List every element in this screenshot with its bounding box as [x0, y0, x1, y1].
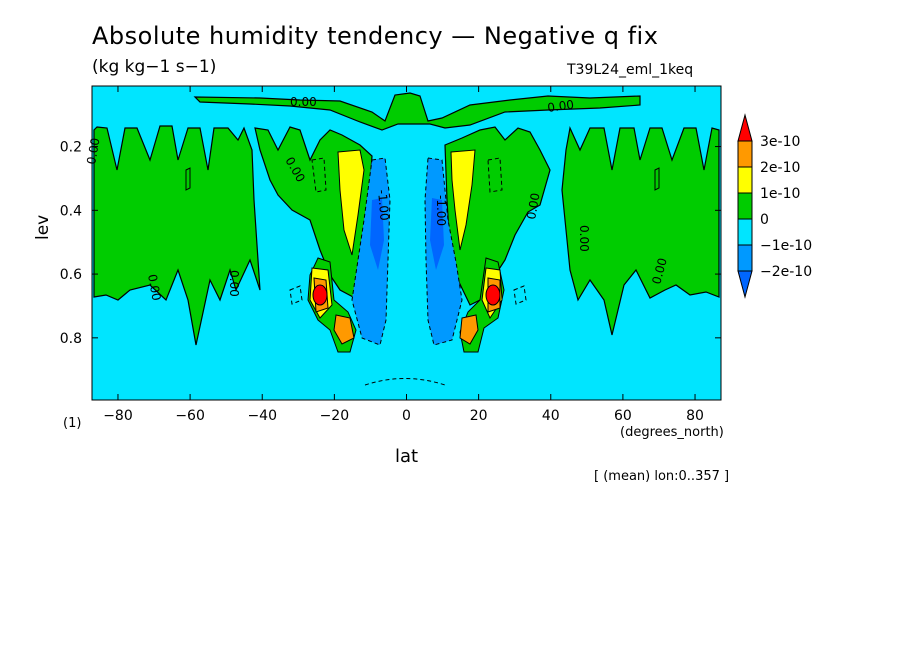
blue-core-left	[370, 198, 384, 270]
y-tick-label: 0.4	[60, 203, 82, 219]
contour-label: -1.00	[434, 195, 448, 226]
colorbar-label: 1e-10	[760, 186, 800, 202]
orange-low-left	[333, 314, 355, 345]
yellow-region-right	[450, 149, 476, 251]
chart-units: (kg kg−1 s−1)	[92, 57, 217, 77]
colorbar-swatch	[737, 218, 753, 246]
solid-contour	[185, 167, 191, 191]
colorbar-label: 2e-10	[760, 160, 800, 176]
contour-label: 0.00	[546, 97, 574, 115]
dashed-contour	[289, 285, 303, 305]
experiment-name: T39L24_eml_1keq	[567, 62, 694, 78]
colorbar-label: −2e-10	[760, 264, 812, 280]
x-tick-label: −20	[320, 408, 350, 424]
x-tick-label: −40	[247, 408, 277, 424]
dashed-contour	[364, 378, 446, 386]
contour-label: 0.00	[577, 225, 591, 252]
x-tick-label: −60	[175, 408, 205, 424]
x-tick-label: 80	[686, 408, 704, 424]
red-max-left	[312, 284, 328, 306]
green-region-left	[93, 125, 261, 346]
colorbar-swatch	[737, 192, 753, 220]
averaging-note: [ (mean) lon:0..357 ]	[594, 469, 730, 484]
x-tick-label: 20	[470, 408, 488, 424]
dashed-contour	[513, 285, 527, 305]
y-axis-ticks: 0.2 0.4 0.6 0.8	[60, 140, 721, 347]
orange-low-right	[459, 314, 479, 345]
contour-label: 0.00	[524, 192, 542, 221]
blue-core-right	[430, 198, 444, 270]
colorbar-swatch	[737, 113, 753, 142]
x-axis-units: (degrees_north)	[620, 425, 724, 440]
colorbar: 3e-10 2e-10 1e-10 0 −1e-10 −2e-10	[737, 113, 812, 299]
y-tick-label: 0.8	[60, 331, 82, 347]
red-max-right	[485, 284, 501, 306]
x-tick-label: −80	[103, 408, 133, 424]
contour-label: 0.00	[649, 256, 669, 285]
dashed-contour	[487, 157, 503, 193]
contour-label: 0.00	[227, 270, 241, 297]
contour-label: 0.00	[290, 95, 317, 109]
colorbar-label: −1e-10	[760, 238, 812, 254]
x-axis-label: lat	[395, 446, 419, 467]
green-region-right	[561, 126, 720, 336]
x-tick-label: 0	[402, 408, 411, 424]
chart-title: Absolute humidity tendency — Negative q …	[92, 22, 659, 50]
colorbar-label: 0	[760, 212, 769, 228]
colorbar-label: 3e-10	[760, 134, 800, 150]
contour-label: 0.00	[84, 137, 102, 166]
colorbar-swatch	[737, 244, 753, 272]
contour-label: 0.00	[145, 273, 163, 302]
y-tick-label: 0.6	[60, 267, 82, 283]
yellow-region-left	[337, 149, 365, 256]
y-tick-label: 0.2	[60, 140, 82, 156]
colorbar-swatch	[737, 270, 753, 299]
dashed-contour	[311, 157, 327, 193]
solid-contour	[654, 167, 660, 191]
colorbar-swatch	[737, 140, 753, 168]
x-tick-label: 60	[614, 408, 632, 424]
x-tick-label: 40	[542, 408, 560, 424]
contour-label: -1.00	[375, 189, 392, 221]
x-axis-ticks: −80 −60 −40 −20 0 20 40 60 80	[103, 86, 704, 424]
green-region-top	[193, 92, 641, 131]
scale-factor: (1)	[63, 416, 82, 431]
colorbar-swatch	[737, 166, 753, 194]
contour-field	[92, 86, 721, 400]
